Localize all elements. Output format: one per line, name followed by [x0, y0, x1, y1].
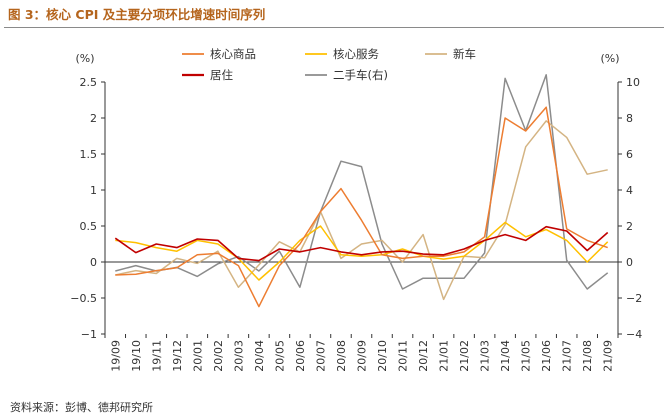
x-axis-tick-label: 20/07	[314, 340, 327, 372]
legend-label-3: 新车	[453, 47, 476, 61]
right-axis-tick-label: 0	[626, 256, 633, 269]
x-axis-tick-label: 19/12	[171, 340, 184, 372]
series-line-3	[115, 120, 608, 301]
right-axis-tick-label: −2	[626, 292, 642, 305]
series-line-1	[115, 106, 608, 308]
left-axis-tick-label: −1	[81, 328, 97, 341]
right-axis-tick-label: −4	[626, 328, 642, 341]
x-axis-tick-label: 21/01	[438, 340, 451, 372]
x-axis-tick-label: 21/04	[499, 340, 512, 372]
x-axis-tick-label: 20/01	[191, 340, 204, 372]
source-note: 资料来源：彭博、德邦研究所	[10, 401, 153, 414]
right-axis-unit: (%)	[600, 52, 619, 65]
x-axis-tick-label: 21/03	[479, 340, 492, 372]
x-axis-tick-label: 20/10	[376, 340, 389, 372]
x-axis-tick-label: 21/06	[540, 340, 553, 372]
legend-label-4: 居住	[210, 68, 233, 82]
x-axis-tick-label: 21/02	[458, 340, 471, 372]
left-axis-tick-label: 0	[90, 256, 97, 269]
left-axis-unit: (%)	[75, 52, 94, 65]
x-axis-tick-label: 20/04	[253, 340, 266, 372]
left-axis-tick-label: 2.5	[80, 76, 98, 89]
series-line-2	[115, 221, 609, 281]
series-line-4	[114, 225, 609, 262]
x-axis-tick-label: 20/12	[417, 340, 430, 372]
x-axis-tick-label: 21/08	[581, 340, 594, 372]
x-axis-tick-label: 20/09	[356, 340, 369, 372]
x-axis-tick-label: 20/05	[273, 340, 286, 372]
right-axis-tick-label: 8	[626, 112, 633, 125]
left-axis-tick-label: −0.5	[70, 292, 97, 305]
right-axis-tick-label: 6	[626, 148, 633, 161]
left-axis-tick-label: 2	[90, 112, 97, 125]
x-axis-tick-label: 20/06	[294, 340, 307, 372]
x-axis-tick-label: 21/07	[561, 340, 574, 372]
legend-label-1: 核心商品	[210, 47, 256, 61]
legend-label-2: 核心服务	[333, 47, 379, 61]
x-axis-tick-label: 21/05	[520, 340, 533, 372]
left-axis-tick-label: 1	[90, 184, 97, 197]
x-axis-tick-label: 20/08	[335, 340, 348, 372]
x-axis-tick-label: 20/03	[232, 340, 245, 372]
x-axis-tick-label: 19/09	[109, 340, 122, 372]
x-axis-tick-label: 20/11	[397, 340, 410, 372]
right-axis-tick-label: 10	[626, 76, 640, 89]
chart-title: 图 3：核心 CPI 及主要分项环比增速时间序列	[8, 7, 266, 22]
x-axis-tick-label: 20/02	[212, 340, 225, 372]
left-axis-tick-label: 1.5	[80, 148, 98, 161]
title-divider	[4, 27, 664, 28]
x-axis-tick-label: 19/10	[130, 340, 143, 372]
right-axis-tick-label: 2	[626, 220, 633, 233]
left-axis-tick-label: 0.5	[80, 220, 98, 233]
x-axis-tick-label: 19/11	[150, 340, 163, 372]
x-axis-tick-label: 21/09	[602, 340, 615, 372]
legend-label-5: 二手车(右)	[333, 68, 388, 82]
right-axis-tick-label: 4	[626, 184, 633, 197]
